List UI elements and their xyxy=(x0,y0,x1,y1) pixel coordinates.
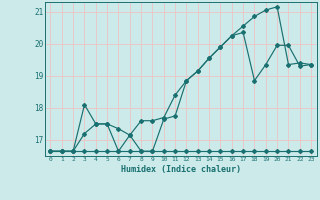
X-axis label: Humidex (Indice chaleur): Humidex (Indice chaleur) xyxy=(121,165,241,174)
